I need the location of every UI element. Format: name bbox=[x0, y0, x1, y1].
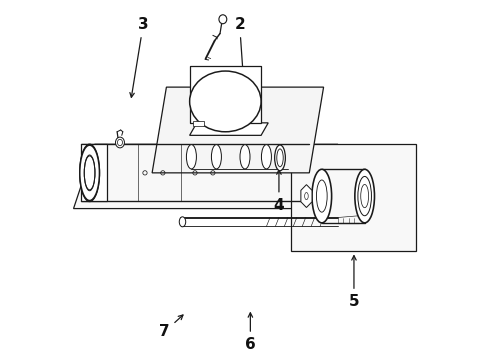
Ellipse shape bbox=[312, 169, 332, 223]
Text: 3: 3 bbox=[130, 17, 148, 97]
Ellipse shape bbox=[80, 144, 99, 202]
Ellipse shape bbox=[116, 137, 124, 148]
Ellipse shape bbox=[240, 145, 250, 169]
Polygon shape bbox=[193, 121, 204, 126]
Ellipse shape bbox=[355, 169, 374, 223]
Polygon shape bbox=[190, 66, 261, 123]
Text: 5: 5 bbox=[349, 256, 359, 309]
Polygon shape bbox=[152, 87, 323, 173]
Polygon shape bbox=[74, 144, 338, 208]
Ellipse shape bbox=[219, 15, 227, 24]
Polygon shape bbox=[301, 185, 312, 207]
Ellipse shape bbox=[277, 149, 283, 167]
Ellipse shape bbox=[186, 145, 196, 169]
Text: 2: 2 bbox=[234, 17, 246, 97]
Ellipse shape bbox=[275, 145, 285, 171]
Text: 6: 6 bbox=[245, 313, 256, 352]
Ellipse shape bbox=[211, 145, 221, 169]
Ellipse shape bbox=[179, 217, 186, 227]
Ellipse shape bbox=[84, 155, 95, 191]
Ellipse shape bbox=[80, 145, 99, 201]
Text: 4: 4 bbox=[273, 170, 284, 212]
Ellipse shape bbox=[262, 145, 271, 169]
Ellipse shape bbox=[190, 71, 261, 132]
Text: 7: 7 bbox=[159, 315, 183, 339]
Polygon shape bbox=[190, 123, 268, 135]
Polygon shape bbox=[81, 144, 107, 202]
Polygon shape bbox=[292, 144, 416, 251]
